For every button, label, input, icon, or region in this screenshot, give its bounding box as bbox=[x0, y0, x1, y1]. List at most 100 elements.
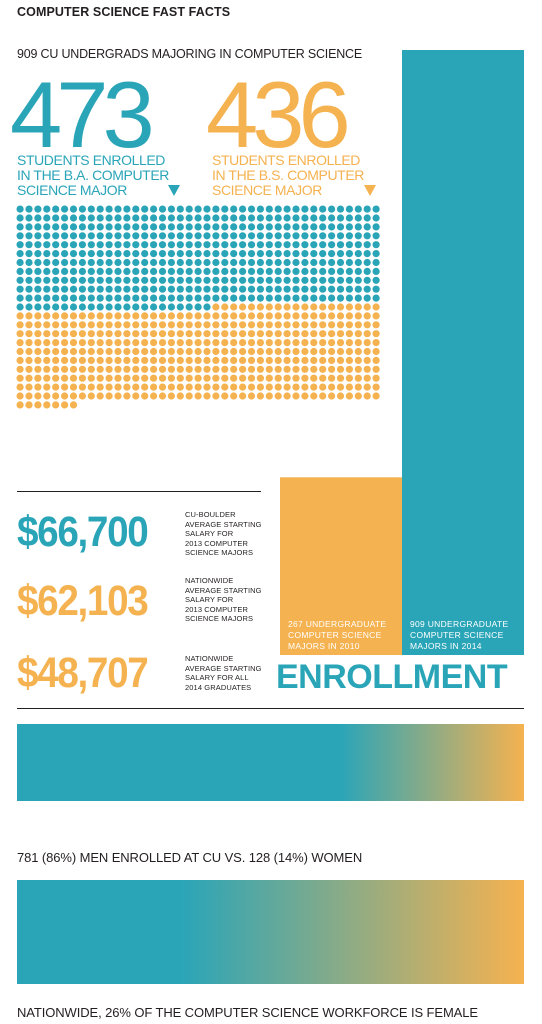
waffle-dot-ba bbox=[69, 267, 78, 275]
waffle-dot-ba bbox=[43, 258, 51, 267]
waffle-dot-bs bbox=[43, 374, 51, 382]
waffle-dot-bs bbox=[274, 347, 282, 356]
waffle-dot-ba bbox=[363, 241, 371, 249]
waffle-dot-bs bbox=[336, 330, 345, 338]
waffle-dot-bs bbox=[274, 392, 282, 400]
waffle-dot-bs bbox=[292, 392, 300, 400]
waffle-dot-bs bbox=[69, 330, 78, 338]
waffle-dot-ba bbox=[141, 205, 149, 213]
waffle-dot-bs bbox=[167, 383, 175, 391]
waffle-dot-ba bbox=[150, 258, 158, 267]
waffle-dot-ba bbox=[114, 258, 122, 267]
waffle-dot-ba bbox=[123, 232, 131, 240]
waffle-dot-ba bbox=[354, 294, 362, 302]
waffle-dot-ba bbox=[132, 232, 140, 240]
waffle-dot-bs bbox=[301, 339, 309, 347]
waffle-dot-ba bbox=[247, 250, 256, 258]
waffle-dot-ba bbox=[150, 267, 158, 275]
waffle-dot-bs bbox=[52, 383, 60, 391]
waffle-dot-bs bbox=[114, 339, 122, 347]
waffle-dot-ba bbox=[132, 250, 140, 258]
waffle-dot-bs bbox=[150, 312, 158, 320]
waffle-dot-bs bbox=[372, 321, 380, 329]
waffle-dot-ba bbox=[301, 250, 309, 258]
waffle-dot-ba bbox=[158, 250, 167, 258]
waffle-dot-bs bbox=[336, 374, 345, 382]
waffle-dot-ba bbox=[230, 285, 238, 293]
waffle-dot-bs bbox=[310, 312, 318, 320]
waffle-dot-bs bbox=[372, 303, 380, 311]
waffle-dot-ba bbox=[69, 214, 78, 222]
waffle-dot-bs bbox=[310, 303, 318, 311]
waffle-dot-bs bbox=[69, 312, 78, 320]
waffle-dot-bs bbox=[301, 312, 309, 320]
waffle-dot-bs bbox=[52, 374, 60, 382]
waffle-dot-bs bbox=[372, 347, 380, 356]
waffle-dot-ba bbox=[105, 267, 113, 275]
waffle-dot-ba bbox=[292, 294, 300, 302]
waffle-dot-ba bbox=[354, 214, 362, 222]
waffle-dot-ba bbox=[25, 258, 33, 267]
bs-caption: STUDENTS ENROLLED IN THE B.S. COMPUTER S… bbox=[212, 153, 382, 198]
waffle-dot-bs bbox=[265, 392, 273, 400]
waffle-dot-bs bbox=[167, 330, 175, 338]
waffle-dot-ba bbox=[345, 205, 353, 213]
waffle-dot-bs bbox=[274, 330, 282, 338]
waffle-dot-bs bbox=[345, 392, 353, 400]
waffle-dot-bs bbox=[176, 312, 184, 320]
waffle-dot-ba bbox=[336, 267, 345, 275]
waffle-dot-ba bbox=[256, 294, 264, 302]
waffle-dot-ba bbox=[345, 294, 353, 302]
waffle-dot-ba bbox=[34, 250, 42, 258]
waffle-dot-bs bbox=[43, 383, 51, 391]
ba-down-arrow-icon bbox=[168, 185, 180, 196]
waffle-dot-bs bbox=[16, 383, 24, 391]
waffle-dot-bs bbox=[105, 383, 113, 391]
waffle-dot-ba bbox=[247, 285, 256, 293]
waffle-dot-ba bbox=[123, 258, 131, 267]
waffle-dot-bs bbox=[167, 312, 175, 320]
waffle-dot-ba bbox=[239, 223, 247, 231]
waffle-dot-ba bbox=[43, 276, 51, 284]
waffle-dot-bs bbox=[185, 383, 193, 391]
waffle-dot-ba bbox=[34, 276, 42, 284]
waffle-dot-bs bbox=[292, 356, 300, 364]
waffle-dot-ba bbox=[34, 303, 42, 311]
waffle-dot-bs bbox=[96, 374, 104, 382]
waffle-dot-bs bbox=[319, 356, 327, 364]
waffle-dot-ba bbox=[176, 294, 184, 302]
waffle-dot-bs bbox=[283, 312, 291, 320]
waffle-dot-bs bbox=[345, 321, 353, 329]
salary-desc-line: SCIENCE MAJORS bbox=[185, 548, 254, 558]
waffle-dot-ba bbox=[230, 214, 238, 222]
waffle-dot-bs bbox=[167, 321, 175, 329]
waffle-dot-bs bbox=[336, 365, 345, 373]
waffle-dot-bs bbox=[274, 321, 282, 329]
waffle-dot-ba bbox=[239, 294, 247, 302]
waffle-dot-ba bbox=[141, 294, 149, 302]
salary-desc-line: NATIONWIDE bbox=[185, 576, 234, 585]
waffle-dot-ba bbox=[194, 205, 202, 213]
waffle-dot-bs bbox=[354, 312, 362, 320]
waffle-dot-ba bbox=[87, 258, 95, 267]
waffle-dot-bs bbox=[123, 356, 131, 364]
waffle-dot-bs bbox=[114, 356, 122, 364]
waffle-dot-bs bbox=[114, 321, 122, 329]
waffle-dot-bs bbox=[167, 347, 175, 356]
waffle-dot-bs bbox=[114, 330, 122, 338]
waffle-dot-ba bbox=[132, 258, 140, 267]
waffle-dot-bs bbox=[87, 347, 95, 356]
waffle-dot-bs bbox=[212, 383, 220, 391]
waffle-dot-bs bbox=[96, 330, 104, 338]
waffle-dot-bs bbox=[167, 339, 175, 347]
waffle-dot-ba bbox=[61, 258, 69, 267]
waffle-dot-ba bbox=[167, 214, 175, 222]
waffle-dot-bs bbox=[328, 365, 336, 373]
waffle-dot-ba bbox=[185, 205, 193, 213]
waffle-dot-ba bbox=[141, 223, 149, 231]
waffle-dot-bs bbox=[283, 356, 291, 364]
waffle-dot-bs bbox=[301, 392, 309, 400]
waffle-dot-bs bbox=[69, 383, 78, 391]
waffle-dot-bs bbox=[336, 321, 345, 329]
waffle-dot-ba bbox=[239, 250, 247, 258]
